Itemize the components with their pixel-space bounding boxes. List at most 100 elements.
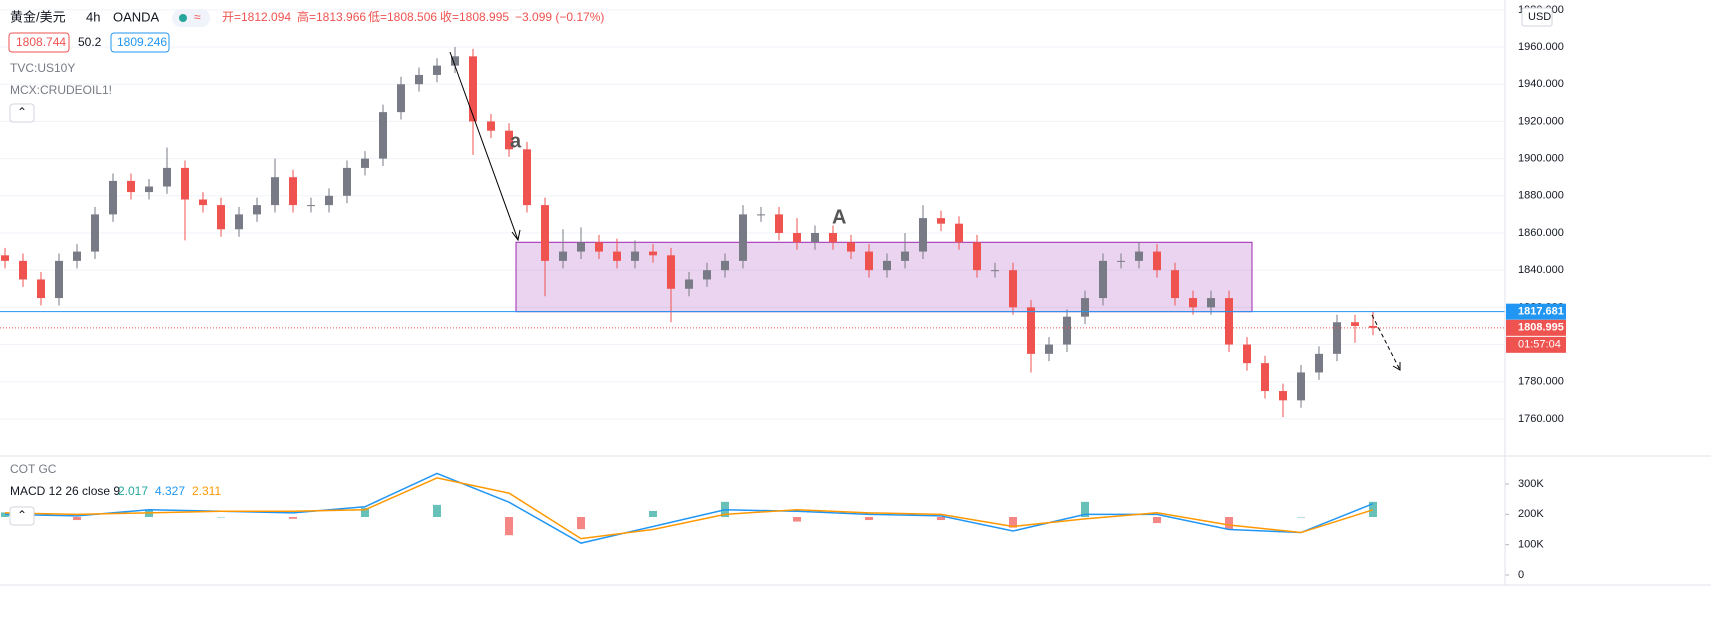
- y-tick-label: 1760.000: [1518, 413, 1564, 425]
- candle-body: [379, 112, 387, 159]
- candle-body: [1279, 391, 1287, 401]
- histogram-bar: [1009, 517, 1017, 528]
- macd-pane: 0 100K 200K 300K: [1, 472, 1544, 581]
- countdown-tag: [1506, 336, 1566, 353]
- histogram-bar: [649, 510, 657, 517]
- candle-body: [523, 149, 531, 206]
- candle-body: [1027, 307, 1035, 354]
- candle-body: [487, 121, 495, 131]
- y-tick-label: 1780.000: [1518, 376, 1564, 388]
- candle-body: [271, 177, 279, 206]
- candle-body: [541, 205, 549, 261]
- candle-body: [955, 223, 963, 243]
- histogram-bar: [577, 517, 585, 530]
- candle-body: [829, 232, 837, 243]
- price-tag-label: 1808.995: [1518, 322, 1564, 334]
- currency-box[interactable]: [1521, 7, 1553, 27]
- candle-body: [1225, 298, 1233, 345]
- candle-body: [991, 270, 999, 272]
- collapse-button[interactable]: [9, 506, 35, 526]
- ohlc-high: 高=1813.966: [297, 9, 366, 24]
- bid-box[interactable]: [8, 32, 70, 53]
- indicator-label: MCX:CRUDEOIL1!: [10, 83, 112, 97]
- candle-body: [343, 167, 351, 196]
- candle-body: [505, 130, 513, 150]
- candle-body: [397, 84, 405, 113]
- exchange: OANDA: [113, 9, 160, 24]
- candle-body: [1261, 363, 1269, 392]
- y-tick-label: 1860.000: [1518, 227, 1564, 239]
- candle-body: [109, 180, 117, 215]
- candle-body: [595, 242, 603, 252]
- y-tick-label: 1840.000: [1518, 264, 1564, 276]
- candle-body: [973, 242, 981, 271]
- candle-body: [1297, 372, 1305, 401]
- candle-body: [1081, 298, 1089, 317]
- ask: 1809.246: [117, 35, 167, 49]
- y-tick-label: 1900.000: [1518, 153, 1564, 165]
- histogram-bar: [1297, 517, 1305, 518]
- status-icon: ≈: [194, 10, 201, 24]
- candle-body: [235, 214, 243, 230]
- histogram-bar: [505, 517, 513, 536]
- candle-body: [577, 242, 585, 252]
- ohlc-low: 低=1808.506: [368, 10, 437, 24]
- ohlc-open: 开=1812.094: [222, 10, 291, 24]
- histogram-bar: [361, 507, 369, 517]
- projection-arrow: [1371, 314, 1401, 371]
- candle-body: [127, 180, 135, 193]
- pane-title: COT GC: [10, 462, 57, 476]
- candle-body: [181, 167, 189, 200]
- candle-body: [1333, 322, 1341, 354]
- macd-value: 2.017: [118, 484, 148, 498]
- candle-body: [199, 199, 207, 206]
- collapse-icon: ⌃: [17, 508, 27, 522]
- y-tick-label: 1940.000: [1518, 78, 1564, 90]
- market-status: [179, 14, 187, 22]
- candle-body: [1, 255, 9, 261]
- y-tick-label: 300K: [1518, 478, 1544, 490]
- candle-body: [91, 214, 99, 252]
- y-tick-label: 0: [1518, 569, 1524, 581]
- candle-body: [901, 251, 909, 261]
- candle-body: [325, 195, 333, 206]
- candle-body: [451, 56, 459, 66]
- candle-body: [1009, 270, 1017, 308]
- candle-body: [1351, 322, 1359, 326]
- candle-body: [415, 74, 423, 85]
- candle-body: [631, 251, 639, 261]
- candle-body: [613, 251, 621, 261]
- candle-body: [667, 255, 675, 289]
- y-tick-label: 200K: [1518, 508, 1544, 520]
- candle-body: [1369, 325, 1377, 328]
- histogram-bar: [1225, 517, 1233, 530]
- wave-label: A: [832, 206, 846, 228]
- change: −3.099 (−0.17%): [515, 10, 604, 24]
- price-tag: [1506, 303, 1566, 320]
- y-tick-label: 100K: [1518, 539, 1544, 551]
- candle-body: [865, 251, 873, 271]
- candle-body: [307, 205, 315, 207]
- histogram-bar: [1153, 517, 1161, 524]
- histogram-bar: [865, 517, 873, 521]
- candle-body: [217, 205, 225, 230]
- status-pill[interactable]: [172, 9, 210, 27]
- candle-body: [433, 65, 441, 75]
- histogram-bar: [1369, 501, 1377, 517]
- candle-body: [1099, 260, 1107, 299]
- candle-body: [55, 260, 63, 299]
- candle-body: [1207, 298, 1215, 308]
- candle-body: [883, 260, 891, 271]
- price-pane: 1760.0001780.0001800.0001820.0001840.000…: [0, 4, 1566, 425]
- candle-body: [703, 270, 711, 280]
- ask-box[interactable]: [110, 32, 170, 53]
- y-tick-label: 1960.000: [1518, 41, 1564, 53]
- candle-body: [37, 279, 45, 299]
- y-tick-label: 1880.000: [1518, 190, 1564, 202]
- macd-value: 4.327: [155, 484, 185, 498]
- interval: 4h: [86, 9, 100, 24]
- collapse-button[interactable]: [9, 103, 35, 123]
- candle-body: [793, 232, 801, 243]
- bid: 1808.744: [16, 35, 66, 49]
